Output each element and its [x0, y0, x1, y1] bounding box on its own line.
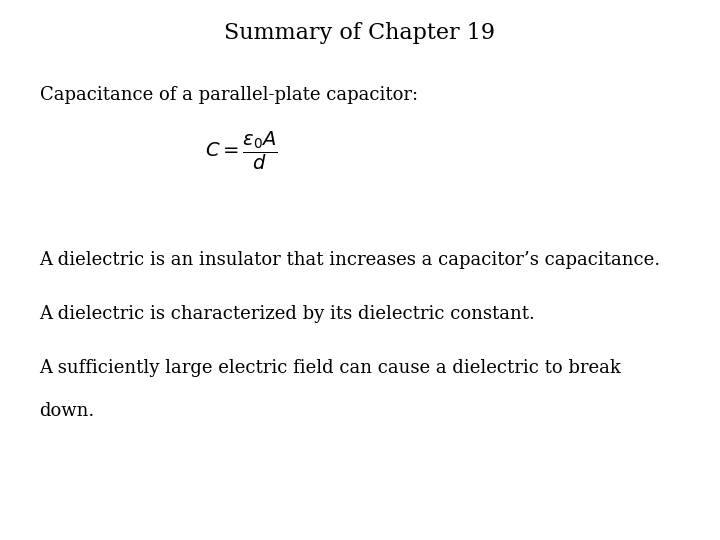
Text: A sufficiently large electric field can cause a dielectric to break: A sufficiently large electric field can …: [40, 359, 621, 377]
Text: A dielectric is characterized by its dielectric constant.: A dielectric is characterized by its die…: [40, 305, 536, 323]
Text: $C = \dfrac{\varepsilon_0 A}{d}$: $C = \dfrac{\varepsilon_0 A}{d}$: [205, 130, 278, 172]
Text: A dielectric is an insulator that increases a capacitor’s capacitance.: A dielectric is an insulator that increa…: [40, 251, 661, 269]
Text: Capacitance of a parallel-plate capacitor:: Capacitance of a parallel-plate capacito…: [40, 86, 418, 104]
Text: down.: down.: [40, 402, 95, 420]
Text: Summary of Chapter 19: Summary of Chapter 19: [225, 22, 495, 44]
